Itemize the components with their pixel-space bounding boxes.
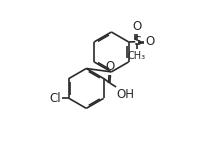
Text: O: O (132, 20, 141, 33)
Text: O: O (106, 60, 115, 73)
Text: Cl: Cl (49, 92, 61, 105)
Text: O: O (145, 35, 154, 48)
Text: OH: OH (117, 88, 135, 101)
Text: S: S (133, 35, 141, 48)
Text: CH₃: CH₃ (128, 50, 146, 61)
